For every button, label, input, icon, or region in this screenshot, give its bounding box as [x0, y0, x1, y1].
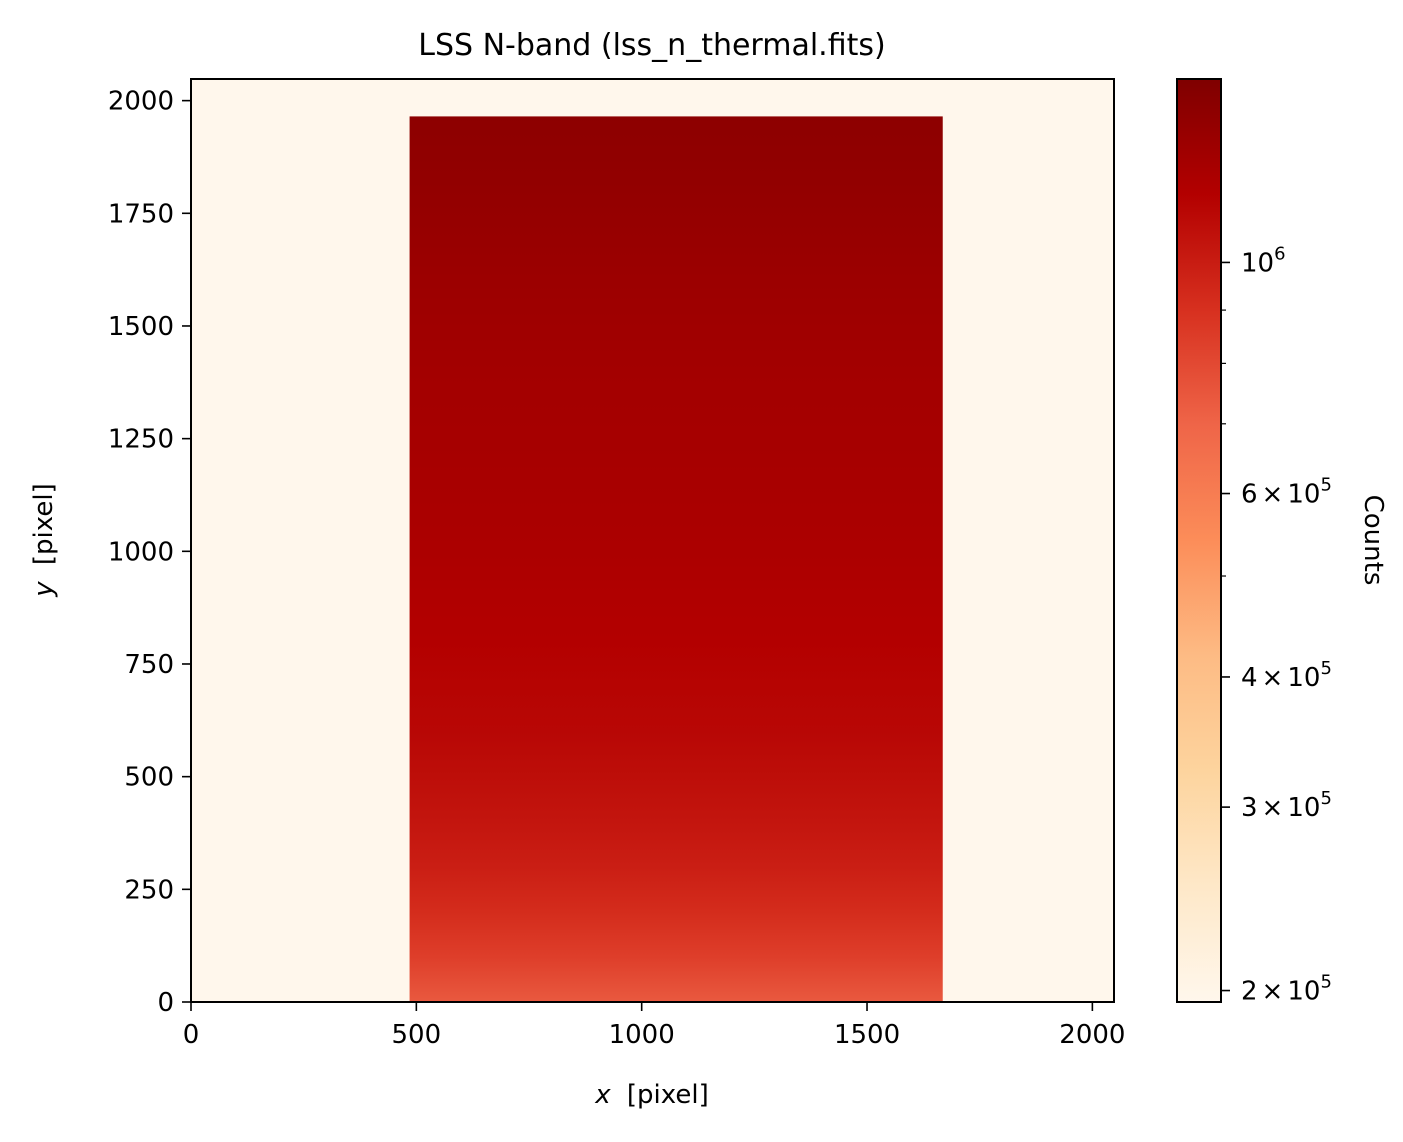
y-tick-label: 1000 — [108, 537, 174, 567]
colorbar-tick-base: 10 — [1287, 977, 1320, 1007]
colorbar-tick-mantissa: 3 — [1241, 793, 1258, 823]
colorbar-tick-times: × — [1262, 480, 1284, 510]
colorbar-tick-exponent: 5 — [1320, 475, 1331, 496]
colorbar-tick-times: × — [1262, 793, 1284, 823]
y-axis-unit: [pixel] — [29, 483, 59, 565]
plot-area — [190, 78, 1115, 1003]
x-axis-unit: [pixel] — [627, 1080, 709, 1110]
x-tick-label: 0 — [183, 1020, 200, 1050]
y-tick-label: 1500 — [108, 312, 174, 342]
y-tick-label: 0 — [157, 988, 174, 1018]
x-tick-label: 1000 — [609, 1020, 675, 1050]
chart-title: LSS N-band (lss_n_thermal.fits) — [418, 28, 885, 63]
colorbar-tick-mantissa: 6 — [1241, 480, 1258, 510]
colorbar-tick-base: 10 — [1287, 480, 1320, 510]
y-axis-var: y — [29, 581, 59, 598]
x-axis: 0 500 1000 1500 2000 — [183, 1002, 1125, 1050]
colorbar-tick-exponent: 5 — [1320, 788, 1331, 809]
colorbar-tick-label: 4 × 105 — [1241, 658, 1332, 693]
colorbar-tick-label: 6 × 105 — [1241, 475, 1332, 510]
slit-illuminated-region — [409, 116, 943, 1002]
colorbar-gradient — [1176, 78, 1222, 1003]
y-tick-label: 250 — [124, 875, 174, 905]
y-axis: 0 250 500 750 1000 1250 1500 1750 2000 — [108, 87, 191, 1018]
x-axis-label: x [pixel] — [594, 1080, 708, 1110]
colorbar-tick-label: 106 — [1241, 243, 1286, 278]
y-tick-label: 1750 — [108, 199, 174, 229]
colorbar-tick-exponent: 5 — [1320, 658, 1331, 679]
colorbar-tick-base: 10 — [1287, 663, 1320, 693]
colorbar-tick-times: × — [1262, 977, 1284, 1007]
y-tick-label: 1250 — [108, 425, 174, 455]
x-tick-label: 1500 — [834, 1020, 900, 1050]
plot-frame — [190, 78, 1115, 1003]
x-tick-label: 2000 — [1059, 1020, 1125, 1050]
colorbar-tick-label: 2 × 105 — [1241, 972, 1332, 1007]
colorbar-tick-exponent: 5 — [1320, 972, 1331, 993]
colorbar-tick-exponent: 6 — [1274, 243, 1285, 264]
x-tick-label: 500 — [392, 1020, 442, 1050]
y-axis-label: y [pixel] — [29, 483, 59, 597]
y-tick-label: 750 — [124, 650, 174, 680]
y-tick-label: 500 — [124, 763, 174, 793]
colorbar-tick-base: 10 — [1241, 248, 1274, 278]
colorbar-tick-mantissa: 2 — [1241, 977, 1258, 1007]
colorbar-tick-times: × — [1262, 663, 1284, 693]
x-axis-var: x — [594, 1080, 611, 1110]
colorbar-tick-mantissa: 4 — [1241, 663, 1258, 693]
colorbar-label: Counts — [1358, 495, 1388, 586]
colorbar-tick-label: 3 × 105 — [1241, 788, 1332, 823]
y-tick-label: 2000 — [108, 87, 174, 117]
colorbar-tick-base: 10 — [1287, 793, 1320, 823]
